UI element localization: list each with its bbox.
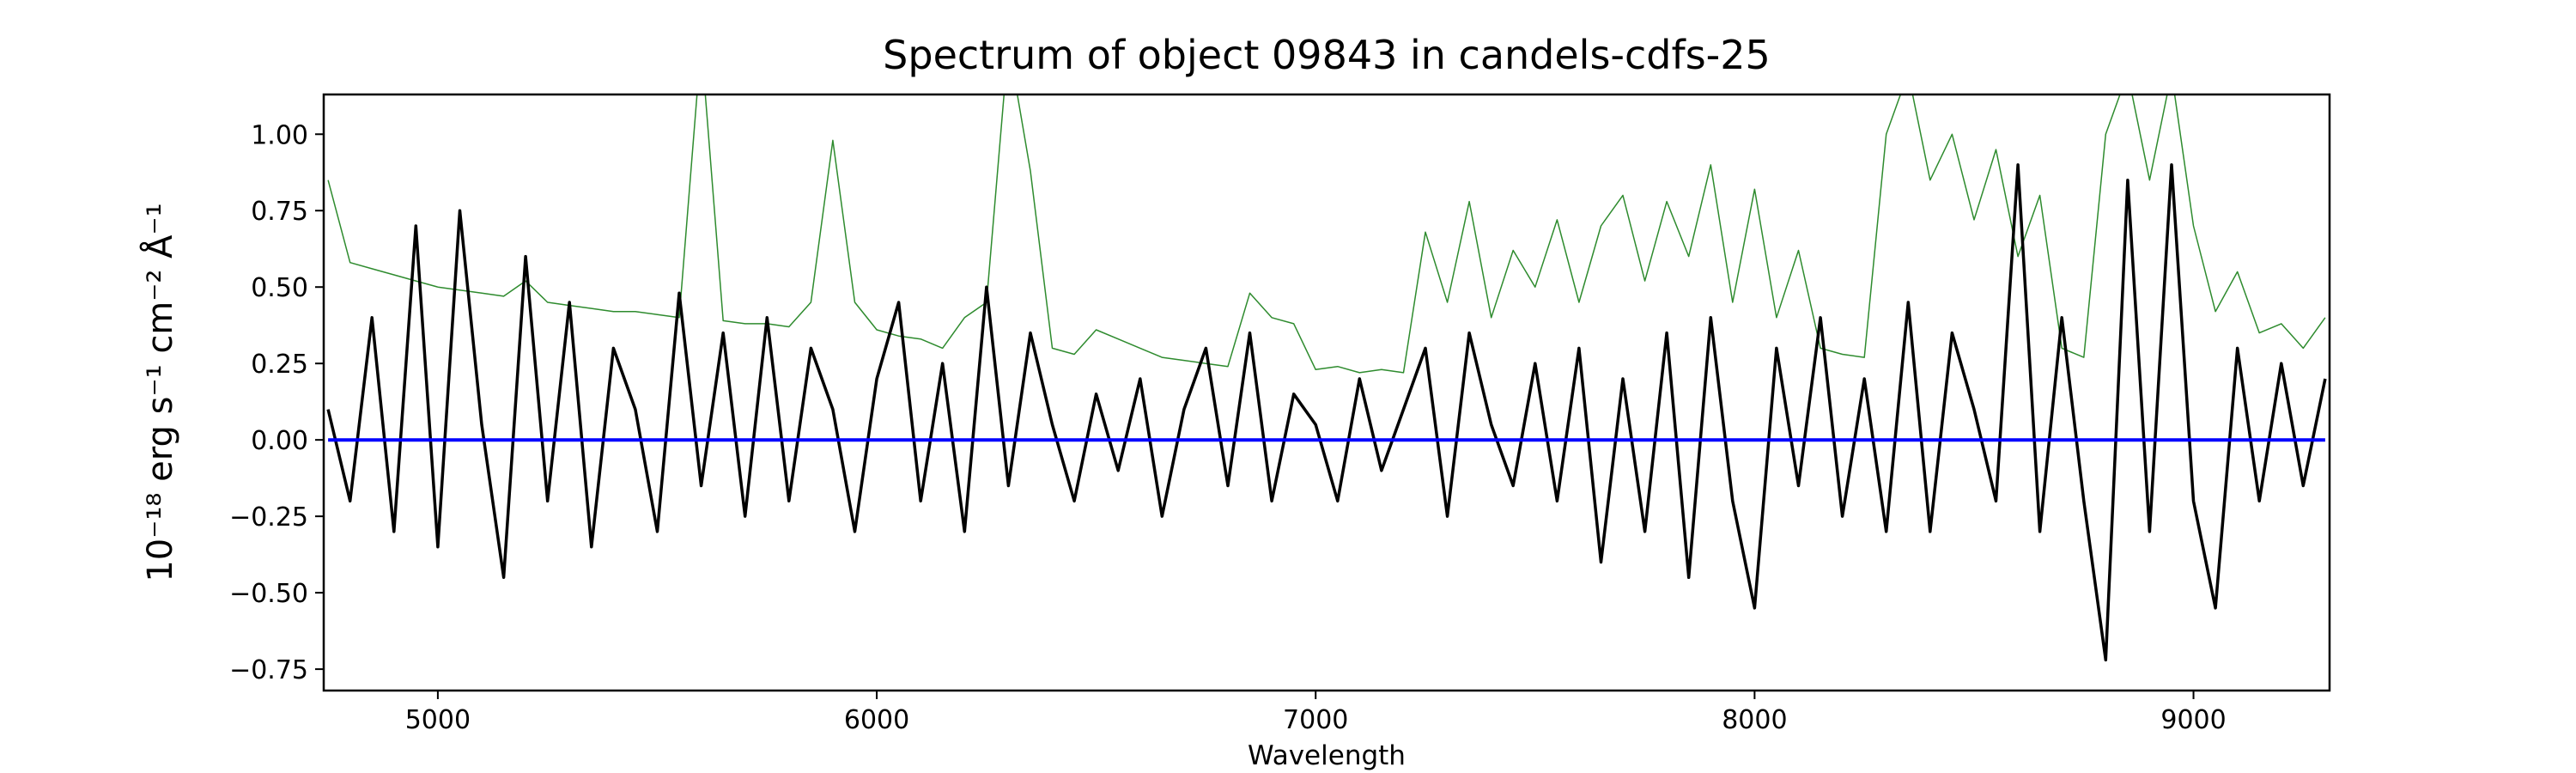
y-tick-label: 0.75	[251, 197, 308, 227]
y-tick-label: 0.00	[251, 426, 308, 456]
y-tick-label: 0.25	[251, 350, 308, 380]
chart-title: Spectrum of object 09843 in candels-cdfs…	[883, 32, 1771, 78]
y-axis-label: 10⁻¹⁸ erg s⁻¹ cm⁻² Å⁻¹	[139, 203, 180, 581]
plot-area	[326, 94, 2327, 662]
y-tick-label: −0.25	[229, 502, 308, 533]
x-axis-label: Wavelength	[1248, 740, 1406, 771]
x-tick-label: 5000	[405, 705, 471, 735]
x-tick-label: 6000	[844, 705, 909, 735]
y-tick-label: 1.00	[251, 120, 308, 150]
y-tick-label: 0.50	[251, 273, 308, 303]
y-tick-label: −0.75	[229, 655, 308, 685]
axes-frame	[322, 93, 2331, 692]
x-tick-label: 8000	[1722, 705, 1787, 735]
x-tick-label: 9000	[2160, 705, 2226, 735]
x-tick-label: 7000	[1283, 705, 1348, 735]
spectrum-line	[327, 94, 2326, 374]
spectrum-line	[326, 163, 2327, 662]
y-tick-label: −0.50	[229, 579, 308, 609]
